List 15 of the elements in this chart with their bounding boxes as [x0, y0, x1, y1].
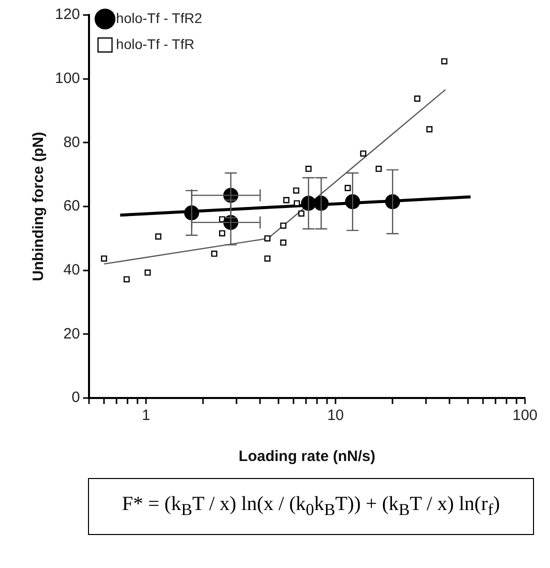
y-tick-label: 40	[63, 261, 80, 278]
legend-label: holo-Tf - TfR2	[116, 10, 202, 26]
x-tick-label: 100	[512, 407, 538, 424]
x-tick-label: 1	[142, 407, 150, 424]
y-tick-label: 0	[72, 389, 80, 406]
x-tick-label: 10	[327, 407, 344, 424]
y-tick-label: 20	[63, 325, 80, 342]
y-tick-label: 100	[54, 70, 80, 87]
y-tick-label: 120	[54, 6, 80, 24]
text: F* = (k$_{B}$T / x) ln(x / (k$_{0}$k$_{B}$T)) + (k$_{B}$T / x) ln(r$_{f}$)	[122, 493, 500, 519]
y-tick-label: 80	[63, 134, 80, 151]
y-tick-label: 60	[63, 198, 80, 215]
legend-label: holo-Tf - TfR	[116, 36, 194, 52]
x-axis-title: Loading rate (nN/s)	[238, 448, 376, 466]
y-axis-title: Unbinding force (pN)	[30, 132, 48, 282]
